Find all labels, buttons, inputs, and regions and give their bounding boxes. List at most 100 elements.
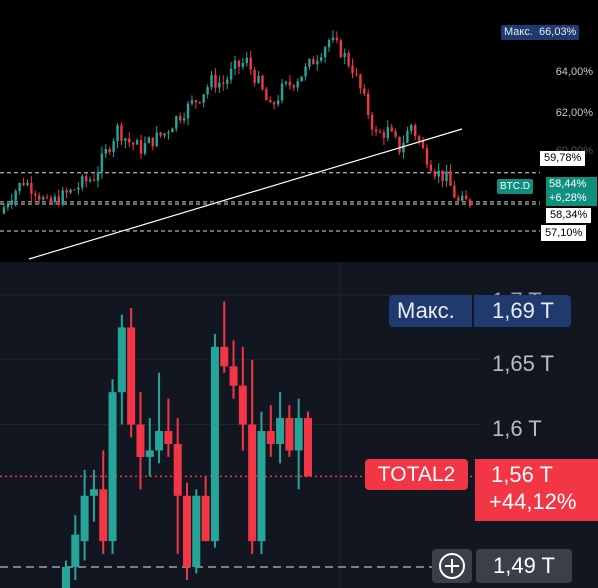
candle-body: [406, 130, 409, 143]
candle-body: [69, 189, 72, 193]
candle-body: [147, 137, 151, 144]
candle-body: [143, 143, 147, 154]
candle-body: [179, 116, 182, 121]
candle-body: [198, 102, 201, 104]
candle-body: [182, 118, 186, 121]
candle-body: [173, 443, 182, 496]
candle-body: [304, 418, 312, 477]
candle-body: [190, 100, 194, 104]
candle-body: [335, 37, 339, 41]
candle-body: [73, 189, 76, 191]
total2-plot[interactable]: [0, 262, 598, 588]
candle-body: [284, 81, 288, 84]
bottom-tick-1-65: 1,65 T: [492, 351, 554, 376]
bottom-tick-1-6: 1,6 T: [492, 416, 542, 441]
bottom-current-value: 1,56 T: [491, 462, 553, 487]
candle-body: [257, 431, 266, 542]
candle-body: [53, 196, 57, 203]
candle-body: [104, 149, 107, 154]
bottom-max-badge: Макс. 1,69 T: [389, 295, 571, 327]
candle-body: [201, 495, 210, 542]
candle-body: [61, 190, 64, 205]
candle-body: [159, 132, 162, 136]
candle-body: [269, 100, 272, 103]
candle-body: [202, 94, 205, 103]
candle-body: [390, 127, 393, 132]
candle-body: [323, 47, 327, 58]
candle-body: [136, 424, 145, 457]
candle-body: [80, 495, 89, 542]
candle-body: [92, 179, 96, 181]
top-tick-64: 64,00%: [555, 66, 593, 78]
candle-body: [124, 138, 127, 141]
candle-body: [421, 140, 425, 149]
candle-body: [367, 93, 370, 115]
candle-body: [248, 424, 257, 542]
candle-body: [312, 59, 315, 65]
candle-body: [257, 75, 260, 83]
bottom-symbol-badge: TOTAL2: [365, 459, 468, 490]
candle-body: [265, 89, 268, 101]
candle-body: [327, 39, 331, 48]
candle-body: [238, 385, 247, 425]
candle-body: [378, 131, 382, 133]
candle-body: [210, 346, 219, 542]
candle-body: [186, 103, 190, 119]
candle-body: [343, 53, 346, 57]
candle-body: [414, 125, 417, 137]
candle-body: [417, 136, 421, 141]
candle-body: [294, 418, 303, 451]
candle-body: [155, 431, 164, 451]
candle-body: [429, 164, 433, 172]
bottom-max-value: 1,69 T: [492, 298, 554, 323]
crosshair-add-button[interactable]: [432, 549, 472, 583]
candle-body: [453, 185, 456, 198]
candle-body: [112, 141, 115, 153]
candle-body: [108, 149, 111, 153]
candle-body: [192, 495, 201, 567]
candle-body: [261, 75, 264, 90]
candle-body: [139, 140, 143, 154]
candle-body: [229, 366, 238, 386]
candle-body: [285, 418, 294, 451]
candle-body: [382, 132, 386, 138]
candle-body: [116, 125, 119, 142]
candle-body: [402, 142, 405, 153]
candle-body: [220, 346, 229, 367]
candle-body: [57, 196, 60, 205]
candle-body: [276, 418, 285, 444]
candle-body: [241, 62, 245, 67]
candle-body: [71, 534, 80, 567]
total2-chart[interactable]: 1,7 T Макс. 1,69 T 1,65 T 1,6 T TOTAL2 1…: [0, 262, 598, 588]
candle-body: [65, 190, 68, 193]
candle-body: [30, 183, 33, 194]
candle-body: [62, 567, 70, 588]
candle-body: [127, 327, 136, 425]
candle-body: [194, 100, 198, 103]
candle-body: [226, 79, 229, 84]
candle-body: [222, 82, 225, 84]
btc-dominance-chart[interactable]: Макс. 66,03% 64,00% 62,00% 60,00% 59,78%…: [0, 0, 598, 262]
candle-body: [425, 148, 429, 165]
candle-body: [370, 114, 374, 130]
candle-body: [10, 200, 13, 205]
candle-body: [2, 207, 6, 214]
bottom-max-divider: [472, 295, 474, 327]
candle-body: [347, 53, 350, 66]
btc-dominance-plot[interactable]: [0, 0, 598, 262]
candle-body: [288, 81, 292, 86]
candle-body: [410, 125, 413, 131]
candle-body: [386, 127, 389, 138]
candle-body: [441, 170, 444, 182]
candle-body: [135, 140, 139, 145]
candle-body: [437, 170, 440, 177]
candle-body: [18, 182, 21, 192]
candle-body: [445, 171, 448, 182]
candle-body: [266, 431, 275, 444]
candle-body: [164, 431, 173, 444]
candle-body: [49, 197, 53, 203]
candle-body: [331, 37, 335, 40]
candle-body: [280, 83, 284, 101]
candle-body: [320, 57, 323, 61]
